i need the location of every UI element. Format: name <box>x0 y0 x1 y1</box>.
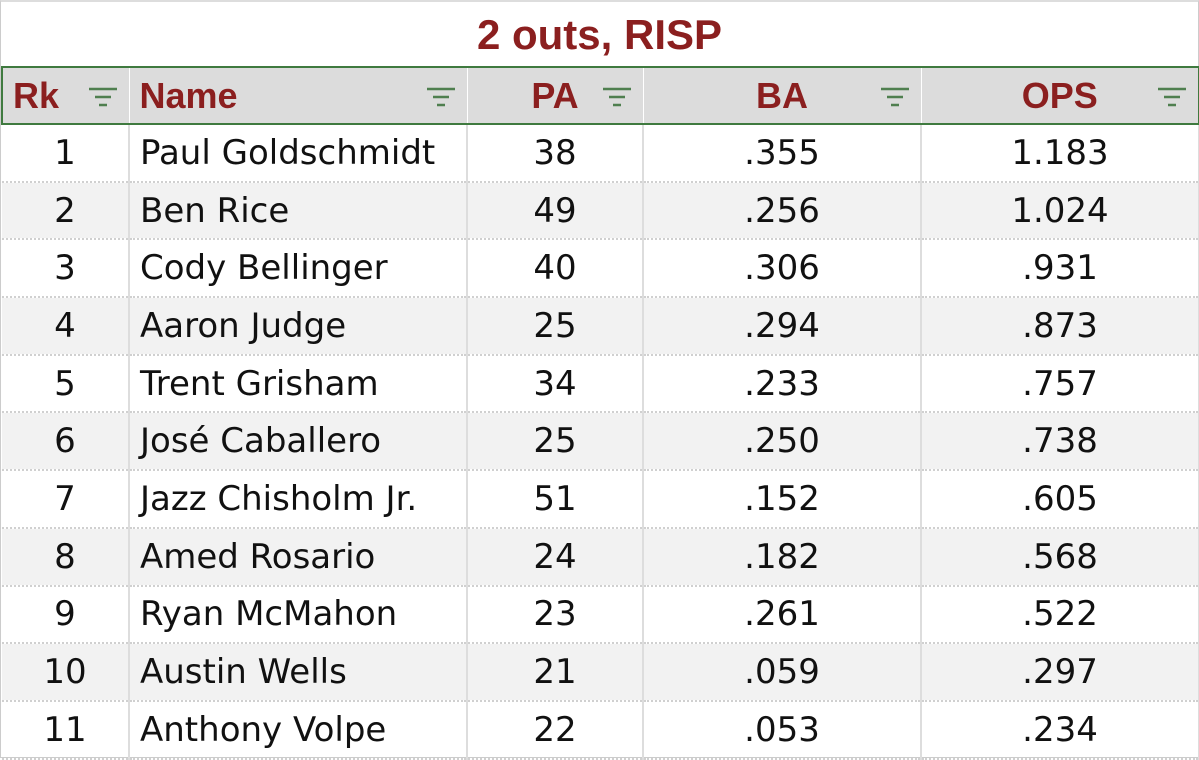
filter-icon[interactable] <box>1156 86 1188 108</box>
table-row: 5 Trent Grisham 34.233.757 <box>2 354 1199 414</box>
table-cell: 3 <box>2 239 130 299</box>
table-row: 2 Ben Rice 49.256 1.024 <box>2 181 1199 241</box>
table-cell: .053 <box>643 700 922 760</box>
table-row: 9 Ryan McMahon 23.261.522 <box>2 585 1199 645</box>
column-header[interactable]: Rk <box>1 66 130 125</box>
table-cell: .059 <box>643 643 922 702</box>
table-cell: .152 <box>643 470 922 529</box>
table-cell: 11 <box>2 700 130 760</box>
table-cell: Anthony Volpe <box>129 700 468 760</box>
table-cell: 1 <box>2 124 130 183</box>
column-header-label: BA <box>756 74 808 116</box>
table-cell: Ryan McMahon <box>129 585 468 645</box>
table-cell: 40 <box>467 239 644 299</box>
table-row: 1 Paul Goldschmidt 38.355 1.183 <box>2 124 1199 183</box>
table-cell: Amed Rosario <box>129 527 468 587</box>
table-cell: 1.024 <box>921 181 1199 241</box>
table-row: 6 José Caballero 25.250.738 <box>2 412 1199 472</box>
stats-table: Rk Name PA BA OPS 1 Paul Goldschmidt 38.355 1.1… <box>1 66 1199 760</box>
table-row: 7 Jazz Chisholm Jr. 51.152.605 <box>2 470 1199 529</box>
table-cell: 1.183 <box>921 124 1199 183</box>
table-cell: 24 <box>467 527 644 587</box>
table-cell: .355 <box>643 124 922 183</box>
table-cell: Aaron Judge <box>129 297 468 356</box>
column-header[interactable]: Name <box>128 66 468 125</box>
table-cell: 34 <box>467 354 644 414</box>
column-header-label: OPS <box>1021 74 1098 116</box>
table-cell: Paul Goldschmidt <box>129 124 468 183</box>
table-cell: .297 <box>921 643 1199 702</box>
header-row: Rk Name PA BA OPS <box>1 66 1199 125</box>
table-cell: 21 <box>467 643 644 702</box>
table-row: 8 Amed Rosario 24.182.568 <box>2 527 1199 587</box>
table-cell: .568 <box>921 527 1199 587</box>
table-cell: 8 <box>2 527 130 587</box>
filter-icon[interactable] <box>879 86 911 108</box>
column-header-label: Name <box>139 74 238 116</box>
table-row: 11 Anthony Volpe 22.053.234 <box>2 700 1199 760</box>
table-cell: .605 <box>921 470 1199 529</box>
column-header[interactable]: OPS <box>920 66 1199 125</box>
table-cell: 25 <box>467 297 644 356</box>
table-body: 1 Paul Goldschmidt 38.355 1.183 2 Ben Rice 49.… <box>2 124 1199 760</box>
filter-icon[interactable] <box>601 86 633 108</box>
table-cell: .738 <box>921 412 1199 472</box>
table-cell: 7 <box>2 470 130 529</box>
table-cell: .931 <box>921 239 1199 299</box>
column-header[interactable]: PA <box>466 66 644 125</box>
table-cell: Trent Grisham <box>129 354 468 414</box>
table-cell: 9 <box>2 585 130 645</box>
table-cell: .256 <box>643 181 922 241</box>
table-cell: 4 <box>2 297 130 356</box>
table-title: 2 outs, RISP <box>476 11 723 58</box>
table-cell: .182 <box>643 527 922 587</box>
table-cell: 49 <box>467 181 644 241</box>
table-cell: 5 <box>2 354 130 414</box>
table-cell: 10 <box>2 643 130 702</box>
column-header-label: PA <box>531 74 579 116</box>
table-cell: .306 <box>643 239 922 299</box>
table-cell: .250 <box>643 412 922 472</box>
table-cell: 51 <box>467 470 644 529</box>
table-cell: .873 <box>921 297 1199 356</box>
table-cell: 25 <box>467 412 644 472</box>
column-header-label: Rk <box>13 74 60 116</box>
table-cell: 38 <box>467 124 644 183</box>
table-cell: José Caballero <box>129 412 468 472</box>
table-cell: 2 <box>2 181 130 241</box>
table-cell: Jazz Chisholm Jr. <box>129 470 468 529</box>
table-row: 10 Austin Wells 21.059.297 <box>2 643 1199 702</box>
table-cell: .233 <box>643 354 922 414</box>
table-cell: 6 <box>2 412 130 472</box>
table-cell: Cody Bellinger <box>129 239 468 299</box>
table-cell: 22 <box>467 700 644 760</box>
table-cell: 23 <box>467 585 644 645</box>
column-header[interactable]: BA <box>642 66 922 125</box>
filter-icon[interactable] <box>87 86 119 108</box>
table-cell: Austin Wells <box>129 643 468 702</box>
table-cell: .757 <box>921 354 1199 414</box>
filter-icon[interactable] <box>425 86 457 108</box>
table-cell: Ben Rice <box>129 181 468 241</box>
table-cell: .522 <box>921 585 1199 645</box>
table-row: 3 Cody Bellinger 40.306.931 <box>2 239 1199 299</box>
table-cell: .234 <box>921 700 1199 760</box>
table-row: 4 Aaron Judge 25.294.873 <box>2 297 1199 356</box>
table-cell: .261 <box>643 585 922 645</box>
table-cell: .294 <box>643 297 922 356</box>
